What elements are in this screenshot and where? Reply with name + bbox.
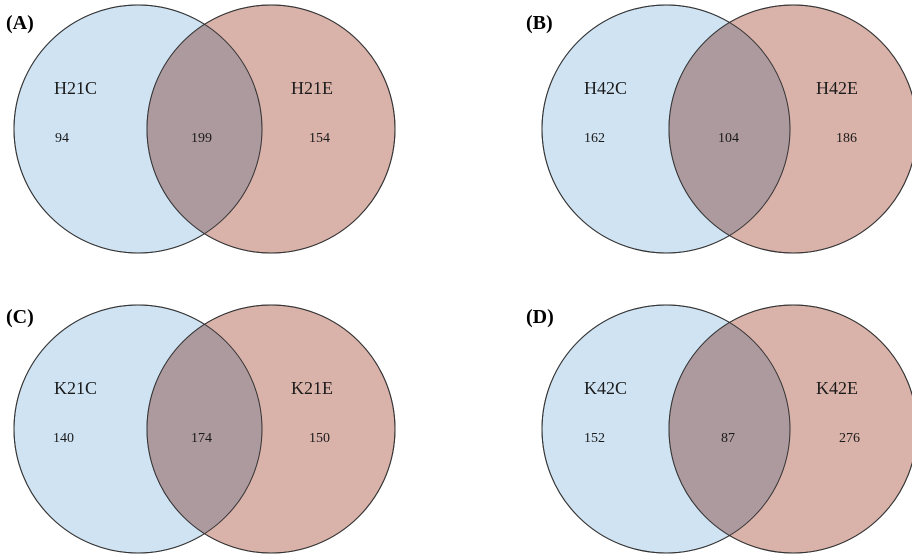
panel-label: (A) bbox=[6, 12, 34, 34]
panel-label: (C) bbox=[6, 306, 34, 328]
overlap-region bbox=[147, 305, 262, 553]
venn-panel-c: K21C K21E 140 174 150 (C) bbox=[6, 304, 406, 556]
venn-diagram-a: H21C H21E 94 199 154 bbox=[13, 4, 396, 254]
right-only-count: 150 bbox=[309, 431, 330, 446]
left-set-label: H21C bbox=[54, 78, 97, 98]
overlap-count: 87 bbox=[721, 431, 735, 446]
venn-panel-a: H21C H21E 94 199 154 (A) bbox=[6, 4, 406, 262]
right-set-label: H42E bbox=[816, 78, 858, 98]
left-only-count: 162 bbox=[584, 131, 605, 146]
right-set-label: K42E bbox=[816, 378, 858, 398]
right-only-count: 154 bbox=[309, 131, 330, 146]
right-only-count: 186 bbox=[836, 131, 857, 146]
right-set-label: H21E bbox=[291, 78, 333, 98]
overlap-count: 174 bbox=[191, 431, 212, 446]
right-only-count: 276 bbox=[839, 431, 860, 446]
overlap-region bbox=[669, 5, 790, 253]
left-set-label: K42C bbox=[584, 378, 627, 398]
left-only-count: 94 bbox=[55, 131, 69, 146]
left-only-count: 152 bbox=[584, 431, 605, 446]
venn-diagram-b: H42C H42E 162 104 186 bbox=[541, 4, 912, 254]
venn-diagram-c: K21C K21E 140 174 150 bbox=[13, 304, 396, 554]
left-only-count: 140 bbox=[53, 431, 74, 446]
panel-label: (D) bbox=[526, 306, 554, 328]
venn-panel-d: K42C K42E 152 87 276 (D) bbox=[526, 304, 912, 556]
right-set-label: K21E bbox=[291, 378, 333, 398]
venn-diagram-d: K42C K42E 152 87 276 bbox=[541, 304, 912, 554]
overlap-count: 104 bbox=[718, 131, 739, 146]
overlap-region bbox=[669, 305, 790, 553]
venn-panel-b: H42C H42E 162 104 186 (B) bbox=[526, 4, 912, 262]
overlap-region bbox=[147, 5, 262, 253]
panel-label: (B) bbox=[526, 12, 553, 34]
left-set-label: H42C bbox=[584, 78, 627, 98]
overlap-count: 199 bbox=[191, 131, 212, 146]
left-set-label: K21C bbox=[54, 378, 97, 398]
